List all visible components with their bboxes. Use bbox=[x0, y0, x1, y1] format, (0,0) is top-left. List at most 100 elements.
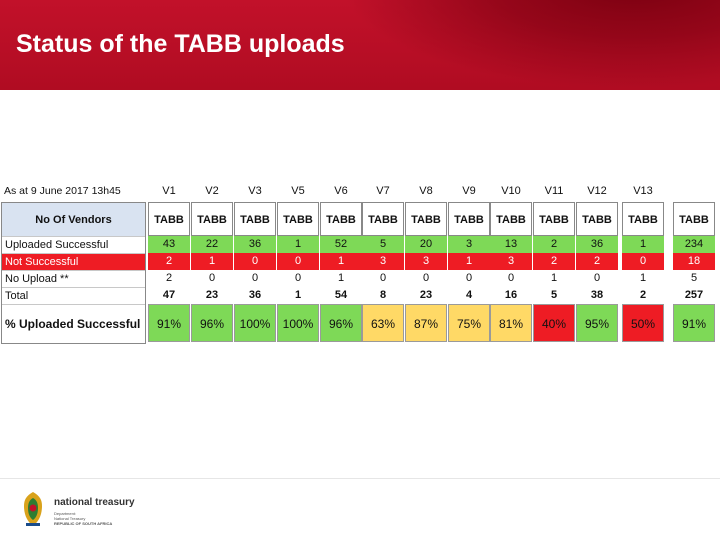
total-cell: 23 bbox=[191, 287, 233, 304]
data-column: TABB 13 3 0 16 81% bbox=[490, 202, 532, 342]
column-header: TABB bbox=[362, 202, 404, 236]
not-successful-cell: 18 bbox=[673, 253, 715, 270]
version-label: V11 bbox=[544, 185, 564, 197]
row-label-column: No Of Vendors Uploaded Successful Not Su… bbox=[1, 202, 146, 344]
version-label: V10 bbox=[501, 185, 521, 197]
pct-cell: 87% bbox=[405, 304, 447, 342]
column-header: TABB bbox=[490, 202, 532, 236]
no-upload-cell: 0 bbox=[405, 270, 447, 287]
no-upload-cell: 0 bbox=[576, 270, 618, 287]
uploaded-cell: 36 bbox=[576, 236, 618, 253]
uploaded-cell: 5 bbox=[362, 236, 404, 253]
data-column: TABB 1 0 0 1 100% bbox=[277, 202, 319, 342]
no-upload-cell: 1 bbox=[533, 270, 575, 287]
pct-cell: 100% bbox=[277, 304, 319, 342]
column-header: TABB bbox=[533, 202, 575, 236]
total-cell: 47 bbox=[148, 287, 190, 304]
pct-cell: 96% bbox=[320, 304, 362, 342]
version-label: V7 bbox=[376, 185, 390, 197]
data-column: TABB 20 3 0 23 87% bbox=[405, 202, 447, 342]
column-header: TABB bbox=[622, 202, 664, 236]
org-sub-line: National Treasury bbox=[54, 516, 86, 521]
slide-title: Status of the TABB uploads bbox=[16, 30, 345, 58]
data-column: TABB 1 0 1 2 50% bbox=[622, 202, 664, 342]
row-label-not-successful: Not Successful bbox=[2, 254, 145, 271]
uploaded-cell: 13 bbox=[490, 236, 532, 253]
version-label: V3 bbox=[248, 185, 262, 197]
pct-cell: 91% bbox=[148, 304, 190, 342]
no-upload-cell: 0 bbox=[277, 270, 319, 287]
uploaded-cell: 20 bbox=[405, 236, 447, 253]
not-successful-cell: 1 bbox=[320, 253, 362, 270]
footer-divider bbox=[0, 478, 720, 479]
uploaded-cell: 36 bbox=[234, 236, 276, 253]
pct-cell: 95% bbox=[576, 304, 618, 342]
uploaded-cell: 2 bbox=[533, 236, 575, 253]
pct-cell: 75% bbox=[448, 304, 490, 342]
not-successful-cell: 0 bbox=[277, 253, 319, 270]
version-label: V1 bbox=[162, 185, 176, 197]
data-column: TABB 234 18 5 257 91% bbox=[673, 202, 715, 342]
total-cell: 54 bbox=[320, 287, 362, 304]
total-cell: 1 bbox=[277, 287, 319, 304]
pct-cell: 50% bbox=[622, 304, 664, 342]
pct-cell: 96% bbox=[191, 304, 233, 342]
no-upload-cell: 0 bbox=[362, 270, 404, 287]
column-header: TABB bbox=[673, 202, 715, 236]
data-column: TABB 22 1 0 23 96% bbox=[191, 202, 233, 342]
total-cell: 257 bbox=[673, 287, 715, 304]
no-upload-cell: 0 bbox=[191, 270, 233, 287]
uploaded-cell: 43 bbox=[148, 236, 190, 253]
uploaded-cell: 1 bbox=[622, 236, 664, 253]
uploaded-cell: 234 bbox=[673, 236, 715, 253]
no-upload-cell: 0 bbox=[234, 270, 276, 287]
data-column: TABB 36 0 0 36 100% bbox=[234, 202, 276, 342]
version-label: V2 bbox=[205, 185, 219, 197]
row-label-pct-uploaded: % Uploaded Successful bbox=[5, 317, 141, 331]
not-successful-cell: 0 bbox=[622, 253, 664, 270]
org-sub-line: Department: bbox=[54, 511, 77, 516]
data-column: TABB 5 3 0 8 63% bbox=[362, 202, 404, 342]
column-header: TABB bbox=[320, 202, 362, 236]
row-label-uploaded: Uploaded Successful bbox=[2, 237, 145, 254]
total-cell: 2 bbox=[622, 287, 664, 304]
not-successful-cell: 2 bbox=[576, 253, 618, 270]
title-banner: Status of the TABB uploads bbox=[0, 0, 720, 90]
uploaded-cell: 22 bbox=[191, 236, 233, 253]
data-column: TABB 36 2 0 38 95% bbox=[576, 202, 618, 342]
not-successful-cell: 1 bbox=[191, 253, 233, 270]
pct-cell: 63% bbox=[362, 304, 404, 342]
total-cell: 38 bbox=[576, 287, 618, 304]
total-cell: 36 bbox=[234, 287, 276, 304]
column-header: TABB bbox=[448, 202, 490, 236]
version-header-row: As at 9 June 2017 13h45 V1 V2 V3 V5 V6 V7 V8 V9… bbox=[0, 180, 720, 202]
total-cell: 16 bbox=[490, 287, 532, 304]
no-upload-cell: 5 bbox=[673, 270, 715, 287]
total-cell: 23 bbox=[405, 287, 447, 304]
not-successful-cell: 3 bbox=[405, 253, 447, 270]
uploaded-cell: 52 bbox=[320, 236, 362, 253]
pct-cell: 91% bbox=[673, 304, 715, 342]
version-label: V12 bbox=[587, 185, 607, 197]
not-successful-cell: 1 bbox=[448, 253, 490, 270]
row-label-no-upload: No Upload ** bbox=[2, 271, 145, 288]
pct-cell: 100% bbox=[234, 304, 276, 342]
no-upload-cell: 1 bbox=[320, 270, 362, 287]
no-upload-cell: 1 bbox=[622, 270, 664, 287]
version-label: V8 bbox=[419, 185, 433, 197]
column-header: TABB bbox=[576, 202, 618, 236]
org-name: national treasury bbox=[54, 497, 135, 508]
version-label: V6 bbox=[334, 185, 348, 197]
uploaded-cell: 1 bbox=[277, 236, 319, 253]
pct-cell: 40% bbox=[533, 304, 575, 342]
no-upload-cell: 2 bbox=[148, 270, 190, 287]
not-successful-cell: 3 bbox=[362, 253, 404, 270]
vendors-header: No Of Vendors bbox=[2, 203, 145, 237]
no-upload-cell: 0 bbox=[448, 270, 490, 287]
as-at-timestamp: As at 9 June 2017 13h45 bbox=[4, 185, 121, 197]
column-header: TABB bbox=[234, 202, 276, 236]
data-column: TABB 52 1 1 54 96% bbox=[320, 202, 362, 342]
pct-cell: 81% bbox=[490, 304, 532, 342]
no-upload-cell: 0 bbox=[490, 270, 532, 287]
coat-of-arms-logo bbox=[24, 492, 42, 526]
